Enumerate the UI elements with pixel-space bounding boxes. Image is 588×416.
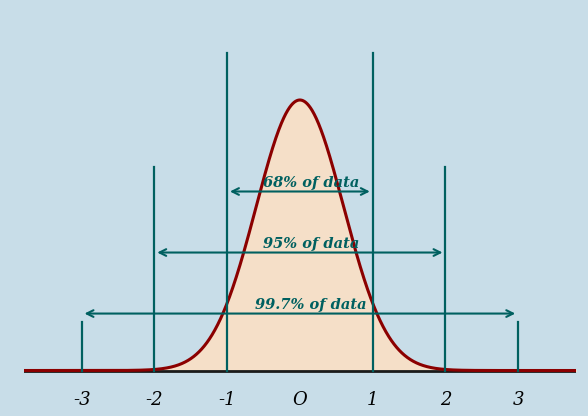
Text: 95% of data: 95% of data [263,238,359,251]
Text: 99.7% of data: 99.7% of data [255,298,366,312]
Text: 68% of data: 68% of data [263,176,359,191]
